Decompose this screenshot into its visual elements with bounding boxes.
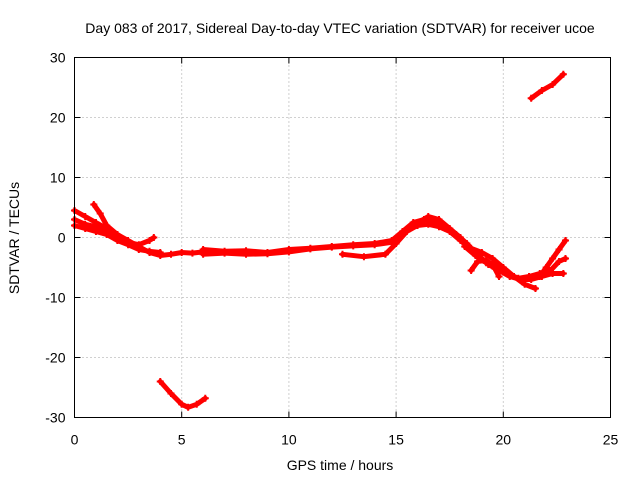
data-point	[424, 220, 432, 228]
data-point	[103, 222, 111, 229]
data-point	[559, 270, 567, 277]
data-point	[146, 237, 154, 244]
data-point	[471, 252, 479, 259]
data-point	[103, 231, 111, 238]
data-point	[184, 403, 192, 411]
data-point	[81, 213, 89, 220]
y-tick-label: -10	[45, 290, 65, 306]
y-tick-label: -20	[45, 350, 65, 366]
data-point	[456, 234, 464, 241]
x-tick-label: 15	[388, 432, 404, 448]
data-point	[120, 237, 128, 244]
data-point	[124, 241, 132, 249]
data-point	[146, 247, 154, 255]
x-axis-label: GPS time / hours	[287, 457, 394, 473]
data-point	[188, 249, 196, 257]
x-tick-label: 5	[178, 432, 186, 448]
data-point	[381, 250, 389, 258]
x-tick-label: 10	[281, 432, 297, 448]
y-axis-label: SDTVAR / TECUs	[6, 182, 22, 294]
data-point	[81, 225, 89, 232]
data-point	[542, 264, 550, 271]
data-point	[435, 216, 443, 223]
chart-title: Day 083 of 2017, Sidereal Day-to-day VTE…	[85, 20, 595, 36]
data-point	[559, 70, 567, 78]
data-point	[306, 245, 314, 253]
data-point	[285, 248, 293, 256]
data-point	[474, 258, 482, 265]
data-point	[135, 246, 143, 253]
data-point	[521, 280, 529, 288]
y-tick-label: 30	[50, 50, 66, 66]
data-point	[446, 225, 454, 232]
data-point	[92, 228, 100, 235]
data-point	[561, 237, 569, 244]
data-point	[514, 274, 522, 282]
data-point	[489, 255, 497, 262]
data-point	[549, 255, 557, 262]
y-tick-label: 10	[50, 170, 66, 186]
y-tick-label: -30	[45, 410, 65, 426]
series-line-satellite-track-m	[528, 71, 566, 101]
data-point	[538, 87, 546, 94]
data-point	[461, 243, 469, 250]
data-point	[527, 94, 535, 102]
data-point	[504, 270, 512, 277]
y-tick-label: 20	[50, 110, 66, 126]
data-point	[392, 240, 400, 247]
data-point	[328, 243, 336, 251]
data-point	[555, 258, 563, 265]
data-point	[167, 250, 175, 258]
data-point	[478, 249, 486, 256]
data-point	[495, 273, 503, 280]
data-point	[263, 250, 271, 258]
data-point	[113, 231, 121, 238]
data-point	[193, 400, 201, 408]
data-point	[555, 246, 563, 253]
data-point	[201, 394, 209, 402]
data-point	[156, 378, 164, 385]
series-line-satellite-track-f	[200, 239, 395, 257]
x-tick-label: 0	[71, 432, 79, 448]
data-point	[178, 400, 186, 408]
data-point	[561, 255, 569, 262]
data-point	[199, 250, 207, 258]
data-point	[360, 253, 368, 261]
data-point	[489, 261, 497, 268]
data-point	[150, 234, 158, 241]
data-point	[167, 390, 175, 397]
data-point	[90, 201, 98, 208]
data-point	[221, 249, 229, 257]
data-point	[339, 250, 346, 258]
data-point	[435, 223, 443, 231]
data-point	[349, 242, 357, 250]
data-point	[399, 231, 407, 238]
ticks-group: 0 5 10 15 20 25 -30 -20 -10 0 10 20 30	[45, 50, 618, 448]
data-point	[96, 210, 104, 217]
data-point	[536, 273, 544, 280]
data-point	[549, 81, 557, 88]
data-point	[371, 241, 379, 249]
data-point	[409, 222, 417, 229]
data-point	[546, 267, 554, 274]
y-tick-label: 0	[58, 230, 66, 246]
data-point	[424, 213, 432, 220]
data-point	[531, 285, 539, 292]
data-point	[467, 267, 475, 274]
data-point	[156, 249, 164, 256]
data-point	[113, 237, 121, 244]
data-point	[178, 249, 186, 256]
x-tick-label: 20	[496, 432, 512, 448]
data-point	[242, 250, 250, 258]
series-group	[71, 70, 569, 411]
data-point	[525, 273, 533, 280]
data-point	[482, 256, 490, 264]
x-tick-label: 25	[603, 432, 619, 448]
